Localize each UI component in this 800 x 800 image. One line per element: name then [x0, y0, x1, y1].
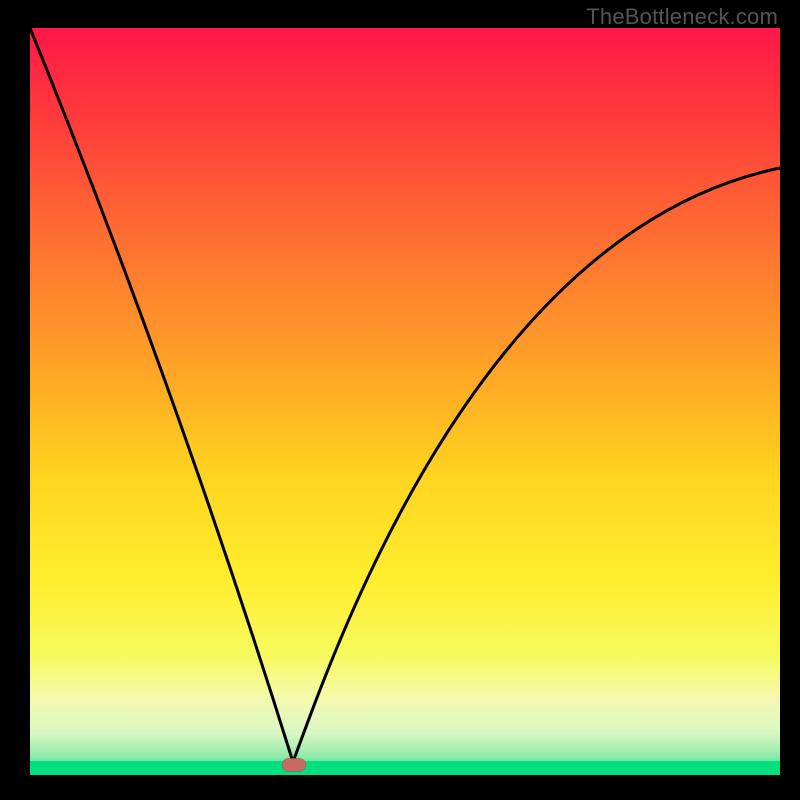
- plot-area: [30, 28, 780, 775]
- watermark: TheBottleneck.com: [586, 4, 778, 30]
- chart-container: TheBottleneck.com: [0, 0, 800, 800]
- optimum-marker: [282, 759, 306, 772]
- bottom-green-band: [30, 761, 780, 775]
- bottleneck-chart: [0, 0, 800, 800]
